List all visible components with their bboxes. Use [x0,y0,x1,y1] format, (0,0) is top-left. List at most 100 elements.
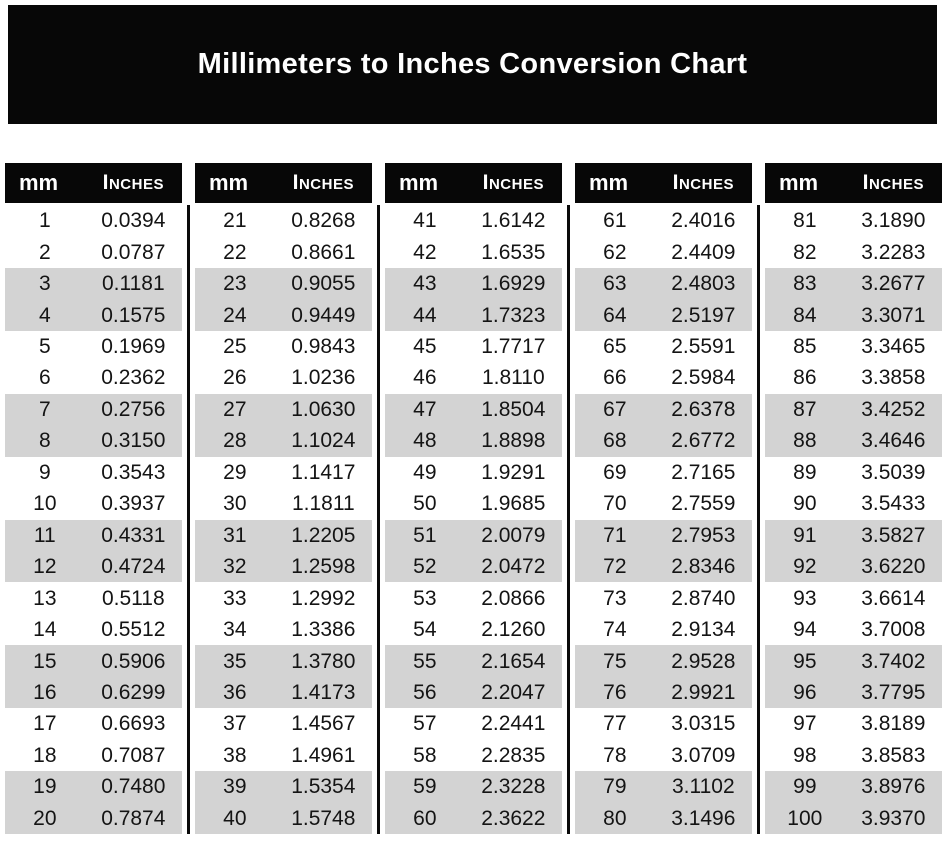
mm-value: 6 [38,366,51,390]
table-row: 73 2.8740 [575,582,752,614]
inches-value: 3.3071 [861,303,926,327]
table-row: 44 1.7323 [385,299,562,331]
table-row: 3 0.1181 [5,267,182,300]
mm-value: 19 [33,775,57,799]
mm-value: 88 [793,429,817,453]
inches-value: 0.5118 [101,586,165,610]
table-row: 29 1.1417 [195,456,372,489]
table-row: 24 0.9449 [195,299,372,331]
table-row: 59 2.3228 [385,771,562,803]
mm-value: 71 [603,523,627,547]
table-row: 5 0.1969 [5,330,182,363]
inches-value: 0.4724 [101,555,166,579]
mm-value: 4 [38,303,51,327]
inches-value: 3.1496 [671,806,736,830]
mm-value: 95 [793,649,817,673]
mm-value: 27 [223,397,247,421]
mm-value: 32 [223,555,247,579]
inches-value: 0.1575 [101,303,166,327]
inches-value: 2.5591 [671,335,736,359]
inches-value: 3.7402 [861,649,926,673]
mm-value: 45 [413,335,437,359]
table-row: 96 3.7795 [765,676,942,709]
inches-value: 3.5827 [861,523,926,547]
inches-value: 0.0787 [101,240,166,264]
inches-value: 3.3465 [861,335,926,359]
table-row: 41 1.6142 [385,205,562,237]
mm-value: 90 [793,492,817,516]
table-row: 74 2.9134 [575,613,752,646]
inches-value: 2.7953 [671,523,736,547]
mm-value: 55 [413,649,437,673]
inches-value: 1.5354 [291,775,356,799]
table-row: 34 1.3386 [195,613,372,646]
mm-value: 70 [603,492,627,516]
mm-value: 44 [413,303,437,327]
table-row: 50 1.9685 [385,488,562,520]
table-row: 69 2.7165 [575,456,752,489]
mm-value: 61 [603,209,627,233]
mm-value: 73 [603,586,627,610]
mm-value: 18 [33,743,57,767]
column-header-mm: mm [209,170,249,195]
column-divider [567,205,570,834]
mm-value: 74 [603,618,627,642]
inches-value: 1.3780 [291,649,356,673]
column-header-mm: mm [589,170,629,195]
table-row: 17 0.6693 [5,708,182,740]
inches-value: 3.5039 [861,460,926,484]
inches-value: 3.4252 [861,397,926,421]
inches-value: 1.1417 [291,460,356,484]
inches-value: 3.0709 [671,743,736,767]
mm-value: 46 [413,366,437,390]
inches-value: 3.6614 [861,586,926,610]
inches-value: 3.5433 [861,492,926,516]
mm-value: 60 [413,806,437,830]
table-row: 36 1.4173 [195,676,372,709]
inches-value: 1.0236 [291,366,356,390]
inches-value: 2.9134 [671,618,736,642]
table-row: 6 0.2362 [5,362,182,394]
table-row: 57 2.2441 [385,708,562,740]
table-row: 4 0.1575 [5,299,182,331]
mm-value: 10 [33,492,57,516]
inches-value: 3.7008 [861,618,926,642]
inches-value: 1.1024 [291,429,356,453]
mm-value: 28 [223,429,247,453]
table-row: 32 1.2598 [195,550,372,583]
table-row: 95 3.7402 [765,645,942,677]
inches-value: 0.7087 [101,743,166,767]
inches-value: 2.6378 [671,397,736,421]
mm-value: 36 [223,681,247,705]
table-row: 84 3.3071 [765,299,942,331]
table-row: 26 1.0236 [195,362,372,394]
table-row: 39 1.5354 [195,771,372,803]
mm-value: 31 [223,523,247,547]
mm-value: 78 [603,743,627,767]
inches-value: 2.1260 [481,618,546,642]
table-row: 16 0.6299 [5,676,182,709]
mm-value: 23 [223,272,247,296]
table-row: 56 2.2047 [385,676,562,709]
mm-value: 40 [223,806,247,830]
column-divider [377,205,380,834]
table-row: 31 1.2205 [195,519,372,551]
inches-value: 0.1181 [101,272,165,296]
mm-value: 39 [223,775,247,799]
inches-value: 1.1811 [291,492,355,516]
inches-value: 2.9921 [671,681,736,705]
mm-value: 96 [793,681,817,705]
mm-value: 9 [38,460,51,484]
inches-value: 2.0866 [481,586,546,610]
inches-value: 1.4567 [291,712,356,736]
column-divider [757,205,760,834]
conversion-table-1: mm Inches 1 0.0394 2 0.0787 3 0.1181 4 0.1575 5 0.1… [5,163,182,835]
table-row: 49 1.9291 [385,456,562,489]
mm-value: 14 [33,618,57,642]
table-row: 40 1.5748 [195,802,372,835]
mm-value: 1 [38,209,51,233]
conversion-table-3: mm Inches 41 1.6142 42 1.6535 43 1.6929 44 1.7323… [385,163,562,835]
inches-value: 2.8740 [671,586,736,610]
inches-value: 0.7874 [101,806,166,830]
inches-value: 3.6220 [861,555,926,579]
